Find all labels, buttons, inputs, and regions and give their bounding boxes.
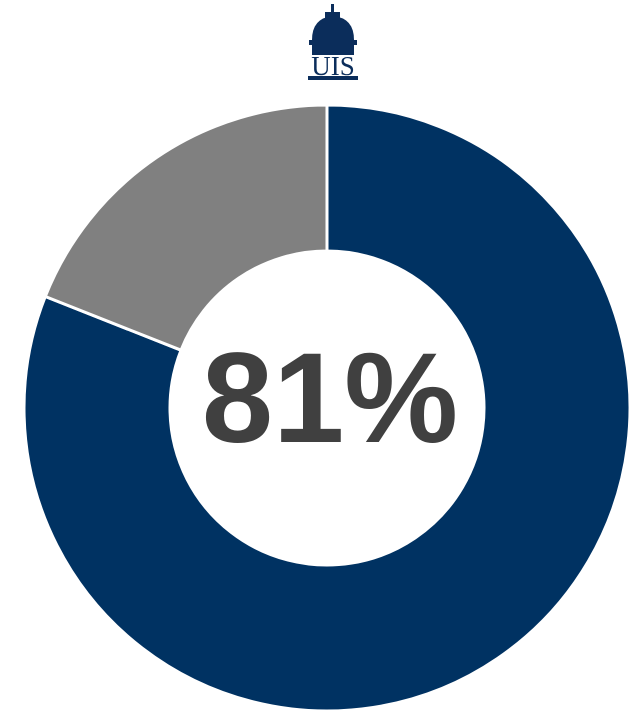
logo-text: UIS [311,51,355,81]
donut [22,103,632,713]
center-label: 81% [202,327,458,470]
logo: UIS [308,4,358,81]
donut-slice [22,103,632,713]
donut-slice [43,103,329,353]
